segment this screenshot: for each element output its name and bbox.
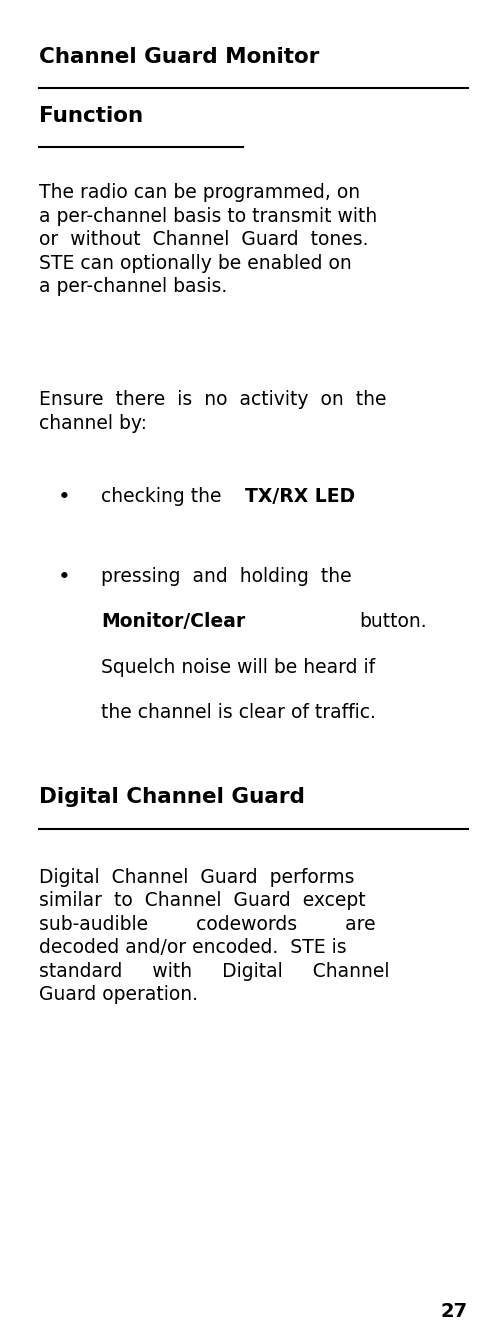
Text: Ensure  there  is  no  activity  on  the
channel by:: Ensure there is no activity on the chann… — [38, 390, 386, 433]
Text: •: • — [58, 567, 70, 587]
Text: •: • — [58, 487, 70, 507]
Text: .: . — [347, 487, 353, 505]
Text: Monitor/Clear: Monitor/Clear — [101, 612, 245, 631]
Text: 27: 27 — [440, 1302, 468, 1321]
Text: Digital  Channel  Guard  performs
similar  to  Channel  Guard  except
sub-audibl: Digital Channel Guard performs similar t… — [38, 868, 389, 1004]
Text: TX/RX LED: TX/RX LED — [245, 487, 355, 505]
Text: Digital Channel Guard: Digital Channel Guard — [38, 787, 304, 808]
Text: the channel is clear of traffic.: the channel is clear of traffic. — [101, 703, 376, 722]
Text: Function: Function — [38, 106, 143, 126]
Text: The radio can be programmed, on
a per-channel basis to transmit with
or  without: The radio can be programmed, on a per-ch… — [38, 183, 377, 297]
Text: Channel Guard Monitor: Channel Guard Monitor — [38, 47, 319, 67]
Text: button.: button. — [359, 612, 427, 631]
Text: pressing  and  holding  the: pressing and holding the — [101, 567, 352, 586]
Text: Squelch noise will be heard if: Squelch noise will be heard if — [101, 658, 375, 677]
Text: checking the: checking the — [101, 487, 228, 505]
